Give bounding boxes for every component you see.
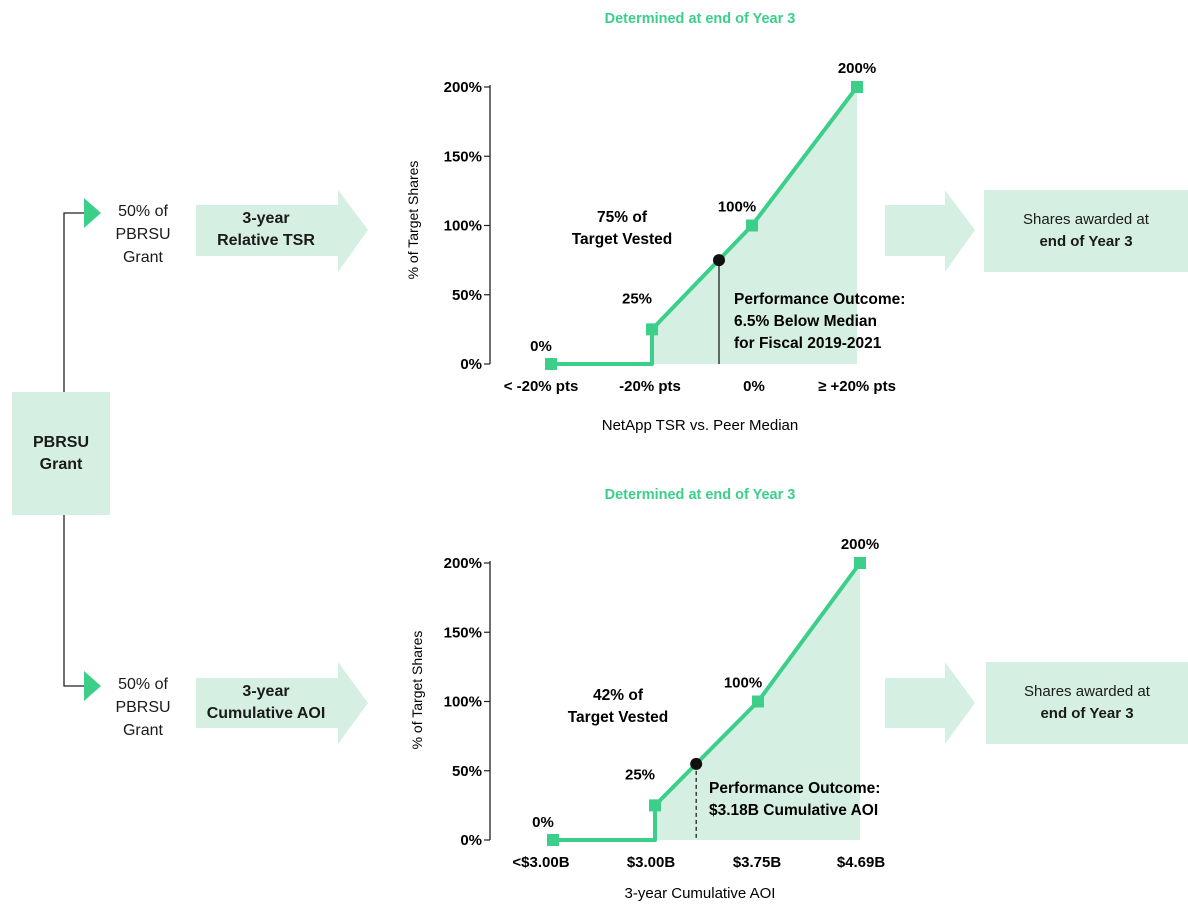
x-tick-label: $3.00B — [627, 854, 676, 871]
pbrsu-grant-label: PBRSU Grant — [32, 433, 89, 473]
top-chart-header: Determined at end of Year 3 — [604, 11, 796, 27]
y-tick-label: 100% — [444, 218, 482, 235]
vesting-area — [655, 563, 860, 840]
outcome-label: Performance Outcome: $3.18B Cumulative AO… — [709, 780, 880, 819]
y-tick-label: 0% — [460, 832, 482, 849]
top-awarded-box: Shares awarded at end of Year 3 — [984, 190, 1188, 272]
bottom-chart-header: Determined at end of Year 3 — [604, 487, 796, 503]
outcome-label: Performance Outcome: 6.5% Below Median for… — [734, 291, 905, 352]
data-point — [854, 557, 866, 569]
y-tick-label: 50% — [452, 763, 482, 780]
bottom-awarded-label: Shares awarded at — [1024, 683, 1150, 700]
data-label: 100% — [724, 675, 762, 692]
bottom-metric-arrow-icon — [196, 662, 368, 744]
data-point — [545, 358, 557, 370]
x-tick-label: $4.69B — [837, 854, 886, 871]
data-label: 200% — [841, 536, 879, 553]
top-metric-arrow-icon — [196, 190, 368, 272]
outcome-marker — [713, 254, 725, 267]
bottom-awarded-label-bold: end of Year 3 — [1040, 705, 1134, 722]
top-awarded-label: Shares awarded at — [1023, 211, 1149, 228]
data-label: 0% — [530, 338, 552, 355]
y-tick-label: 50% — [452, 287, 482, 304]
bottom-awarded-box: Shares awarded at end of Year 3 — [986, 662, 1188, 744]
top-metric-label: 3-year Relative TSR — [217, 210, 315, 249]
data-label: 0% — [532, 814, 554, 831]
y-tick-label: 150% — [444, 148, 482, 165]
bottom-award-arrow-icon — [885, 662, 975, 744]
data-label: 200% — [838, 60, 876, 77]
data-point — [547, 834, 559, 846]
top-award-arrow-icon — [885, 190, 975, 272]
y-tick-label: 100% — [444, 694, 482, 711]
y-tick-label: 200% — [444, 555, 482, 572]
top-grant-portion: 50% of PBRSU Grant — [115, 203, 171, 266]
y-axis-title: % of Target Shares — [405, 161, 421, 280]
vested-label: 42% of Target Vested — [568, 687, 669, 726]
bottom-grant-arrow-icon — [84, 671, 101, 701]
data-point — [646, 323, 658, 336]
x-tick-label: <$3.00B — [512, 854, 569, 871]
data-point — [746, 219, 758, 232]
bottom-metric-label: 3-year Cumulative AOI — [206, 683, 326, 722]
pbrsu-grant-box: PBRSU Grant — [12, 392, 110, 515]
x-tick-label: -20% pts — [619, 378, 681, 395]
data-label: 100% — [718, 199, 756, 216]
y-axis-title: % of Target Shares — [409, 631, 425, 750]
y-tick-label: 200% — [444, 79, 482, 96]
data-label: 25% — [625, 766, 655, 783]
top-awarded-label-bold: end of Year 3 — [1039, 233, 1133, 250]
x-tick-label: 0% — [743, 378, 765, 395]
data-point — [649, 799, 661, 812]
data-point — [752, 695, 764, 708]
x-tick-label: ≥ +20% pts — [818, 378, 896, 395]
y-tick-label: 150% — [444, 624, 482, 641]
vested-label: 75% of Target Vested — [572, 209, 673, 248]
top-grant-arrow-icon — [84, 198, 101, 228]
x-tick-label: $3.75B — [733, 854, 782, 871]
outcome-marker — [690, 757, 703, 770]
x-axis-title: NetApp TSR vs. Peer Median — [602, 417, 798, 434]
x-axis-title: 3-year Cumulative AOI — [625, 885, 776, 902]
x-tick-label: < -20% pts — [504, 378, 579, 395]
data-label: 25% — [622, 290, 652, 307]
bottom-grant-portion: 50% of PBRSU Grant — [115, 676, 171, 739]
y-tick-label: 0% — [460, 356, 482, 373]
data-point — [851, 81, 863, 93]
